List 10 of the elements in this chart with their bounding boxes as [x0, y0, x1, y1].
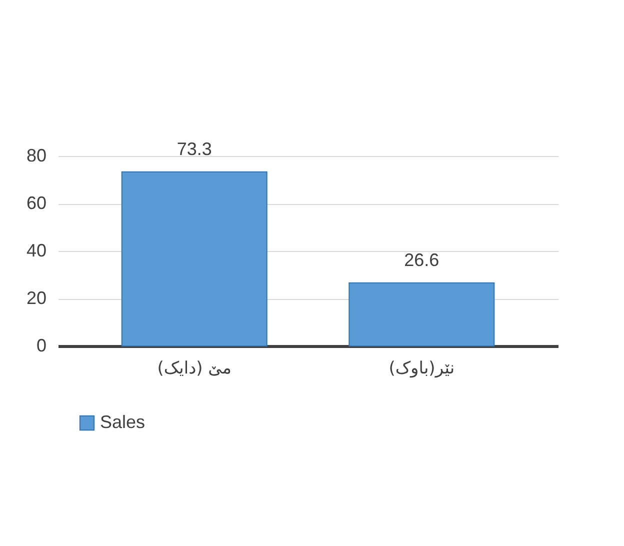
data-label: 73.3 — [176, 138, 212, 159]
legend-label: Sales — [100, 412, 146, 432]
y-tick-label: 20 — [26, 288, 46, 308]
y-tick-label: 60 — [26, 193, 46, 213]
data-label: 26.6 — [404, 250, 440, 270]
x-tick-label: نێر(باوک) — [388, 358, 455, 378]
y-tick-label: 80 — [26, 146, 46, 166]
y-tick-label: 0 — [36, 336, 46, 356]
y-tick-label: 40 — [26, 240, 46, 260]
x-tick-label: مێ (دایک) — [157, 358, 232, 378]
